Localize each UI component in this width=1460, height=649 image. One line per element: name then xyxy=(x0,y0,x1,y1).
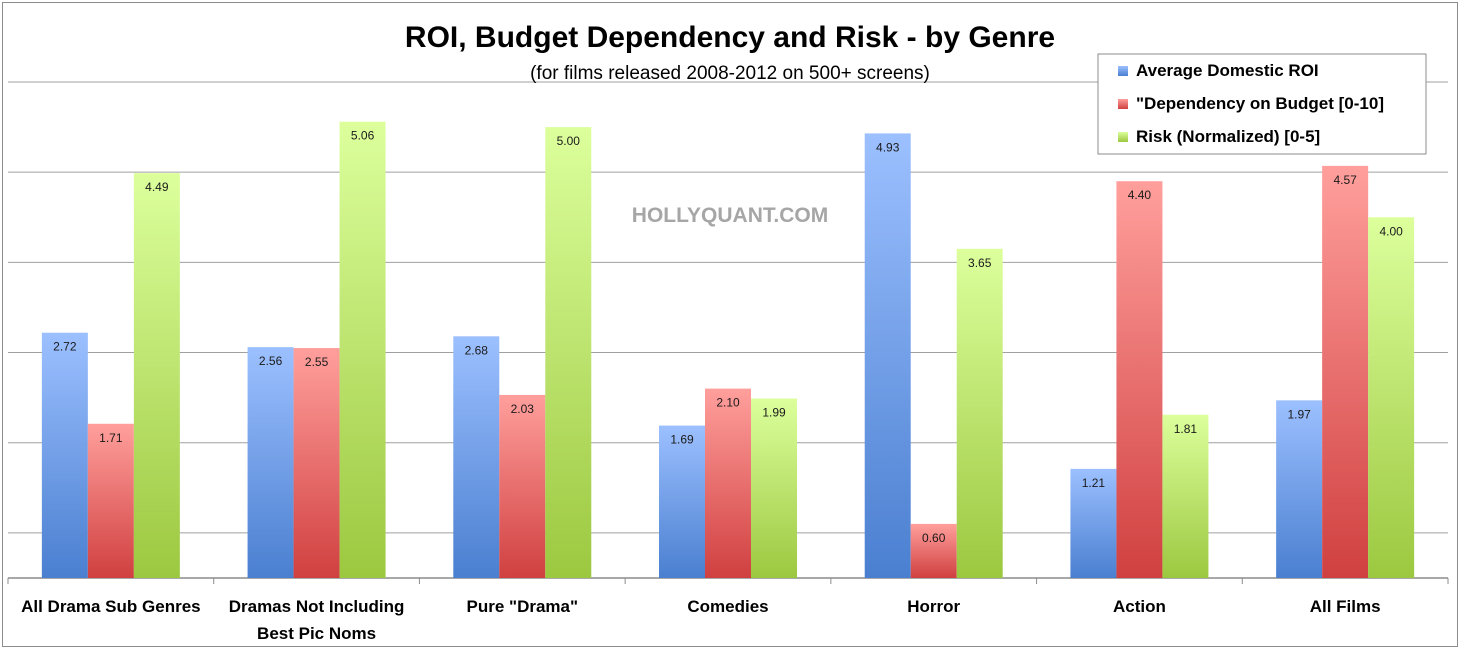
legend-label: Risk (Normalized) [0-5] xyxy=(1136,127,1320,146)
bar xyxy=(751,398,797,578)
bar xyxy=(1276,400,1323,578)
data-label: 5.06 xyxy=(351,129,375,143)
bar xyxy=(1368,217,1415,579)
bar xyxy=(956,248,1003,578)
legend-label: Average Domestic ROI xyxy=(1136,61,1319,80)
data-label: 0.60 xyxy=(922,531,946,545)
bar xyxy=(545,127,592,578)
bar xyxy=(133,173,180,579)
bar xyxy=(1116,181,1163,578)
data-label: 2.56 xyxy=(259,354,283,368)
data-label: 1.69 xyxy=(670,433,694,447)
x-tick-label: Comedies xyxy=(687,597,768,616)
legend-swatch xyxy=(1118,99,1128,109)
data-label: 1.81 xyxy=(1174,422,1198,436)
bar xyxy=(499,394,546,578)
x-tick-label: Best Pic Noms xyxy=(257,624,376,643)
data-label: 1.21 xyxy=(1082,476,1106,490)
legend-label: "Dependency on Budget [0-10] xyxy=(1136,94,1384,113)
legend-swatch xyxy=(1118,66,1128,76)
legend: Average Domestic ROI "Dependency on Budge… xyxy=(1097,53,1427,155)
bar xyxy=(705,388,751,578)
data-label: 2.72 xyxy=(53,340,77,354)
data-label: 5.00 xyxy=(557,134,581,148)
data-label: 3.65 xyxy=(968,256,992,270)
data-label: 1.99 xyxy=(762,406,786,420)
x-tick-label: Horror xyxy=(907,597,960,616)
data-label: 4.49 xyxy=(145,180,169,194)
data-label: 2.55 xyxy=(305,355,329,369)
data-label: 1.97 xyxy=(1287,407,1311,421)
data-label: 2.03 xyxy=(511,402,535,416)
legend-swatch xyxy=(1118,132,1128,142)
data-label: 4.40 xyxy=(1128,188,1152,202)
x-tick-label: Dramas Not Including xyxy=(229,597,405,616)
bar xyxy=(247,347,294,578)
bar xyxy=(1322,165,1369,579)
bar xyxy=(453,336,500,578)
bar xyxy=(293,348,340,578)
data-label: 4.57 xyxy=(1333,173,1357,187)
bar xyxy=(1162,414,1209,578)
bar xyxy=(1070,468,1117,578)
x-tick-label: All Drama Sub Genres xyxy=(21,597,201,616)
bar xyxy=(910,523,957,578)
chart-subtitle: (for films released 2008-2012 on 500+ sc… xyxy=(530,63,930,84)
bar xyxy=(87,423,134,578)
bar xyxy=(41,332,88,578)
data-label: 1.71 xyxy=(99,431,123,445)
data-label: 2.68 xyxy=(465,343,489,357)
data-label: 4.00 xyxy=(1379,224,1403,238)
data-label: 2.10 xyxy=(716,396,740,410)
x-tick-label: All Films xyxy=(1310,597,1381,616)
bar xyxy=(659,425,705,578)
bar xyxy=(864,133,911,579)
x-tick-label: Pure "Drama" xyxy=(467,597,579,616)
bar xyxy=(339,121,386,579)
x-tick-label: Action xyxy=(1113,597,1166,616)
data-label: 4.93 xyxy=(876,140,900,154)
chart-title: ROI, Budget Dependency and Risk - by Gen… xyxy=(405,21,1055,54)
watermark: HOLLYQUANT.COM xyxy=(632,204,828,227)
